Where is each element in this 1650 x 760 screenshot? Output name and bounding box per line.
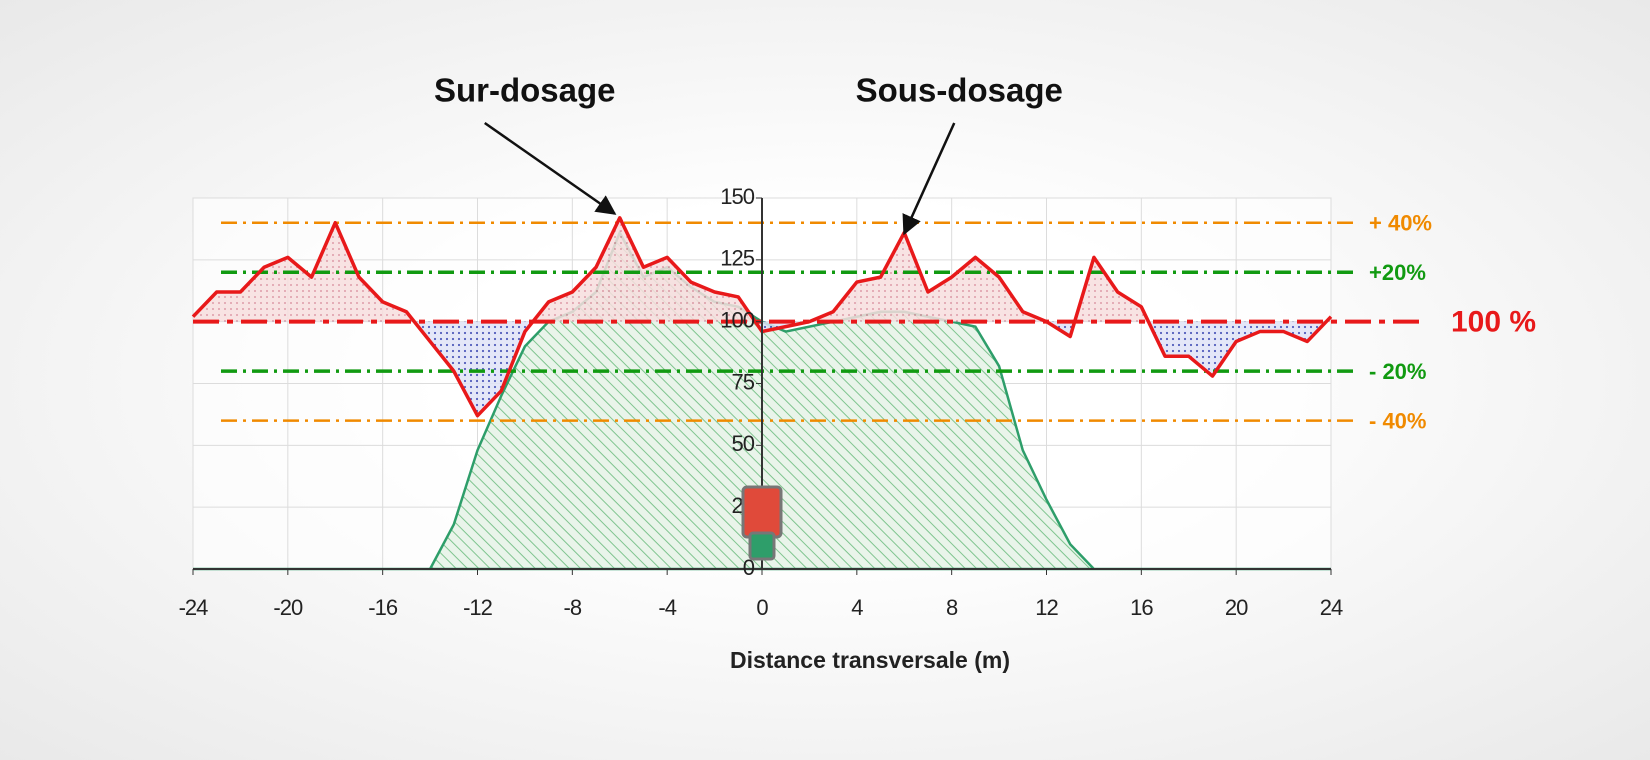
reference-label: - 20% <box>1369 359 1426 384</box>
x-tick-label: -20 <box>273 595 303 620</box>
reference-label: - 40% <box>1369 408 1426 433</box>
x-tick-label: 20 <box>1225 595 1248 620</box>
x-tick-label: -4 <box>658 595 676 620</box>
x-tick-label: 12 <box>1035 595 1058 620</box>
x-tick-label: -16 <box>368 595 398 620</box>
x-tick-label: -24 <box>179 595 209 620</box>
y-tick-label: 150 <box>720 184 754 209</box>
annotation: Sur-dosage <box>434 72 616 109</box>
x-tick-label: 4 <box>851 595 863 620</box>
y-tick-label: 0 <box>743 555 755 580</box>
y-tick-label: 100 <box>720 307 754 332</box>
annotation-arrow <box>902 122 956 236</box>
x-tick-label: 24 <box>1320 595 1343 620</box>
reference-label: + 40% <box>1369 211 1432 236</box>
x-tick-label: 0 <box>756 595 768 620</box>
annotation-arrow <box>484 121 617 215</box>
underdose-area <box>193 321 1331 416</box>
annotation: Sous-dosage <box>856 72 1063 109</box>
overdose-area <box>193 217 1331 322</box>
x-tick-label: 16 <box>1130 595 1153 620</box>
y-tick-label: 50 <box>732 431 755 456</box>
reference-label: +20% <box>1369 260 1426 285</box>
y-tick-label: 75 <box>732 369 755 394</box>
tractor-icon <box>748 531 776 561</box>
x-tick-label: 8 <box>946 595 958 620</box>
x-axis-label: Distance transversale (m) <box>730 647 1010 673</box>
x-tick-label: -12 <box>463 595 493 620</box>
reference-label: 100 % <box>1451 306 1536 339</box>
y-tick-label: 125 <box>720 246 754 271</box>
x-tick-label: -8 <box>564 595 582 620</box>
tractor-icon <box>741 485 783 539</box>
